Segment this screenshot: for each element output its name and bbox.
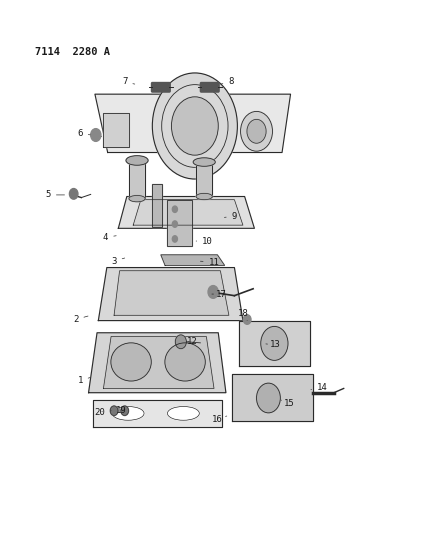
Text: 6: 6 — [77, 130, 90, 139]
Circle shape — [208, 286, 218, 298]
FancyBboxPatch shape — [152, 83, 170, 92]
Text: 3: 3 — [111, 257, 125, 265]
Circle shape — [110, 406, 118, 416]
Ellipse shape — [193, 158, 215, 166]
Polygon shape — [161, 255, 225, 265]
Bar — [167, 200, 192, 246]
Polygon shape — [89, 333, 226, 393]
Text: 14: 14 — [311, 383, 328, 392]
Circle shape — [121, 406, 128, 416]
Polygon shape — [104, 336, 214, 389]
Text: 1: 1 — [77, 376, 90, 385]
Ellipse shape — [165, 343, 205, 381]
Circle shape — [69, 189, 78, 199]
Bar — [152, 184, 162, 227]
FancyBboxPatch shape — [200, 83, 219, 92]
Text: 17: 17 — [212, 289, 227, 298]
Text: 11: 11 — [200, 258, 220, 266]
Circle shape — [261, 326, 288, 360]
Circle shape — [256, 383, 280, 413]
Circle shape — [91, 128, 101, 141]
Ellipse shape — [196, 193, 212, 200]
Text: 15: 15 — [281, 399, 295, 408]
Polygon shape — [93, 400, 222, 426]
Circle shape — [172, 206, 178, 213]
Polygon shape — [98, 268, 243, 320]
Polygon shape — [114, 271, 229, 316]
Bar — [196, 162, 212, 197]
Polygon shape — [118, 197, 254, 228]
Circle shape — [244, 315, 251, 324]
Polygon shape — [133, 200, 243, 225]
Text: 2: 2 — [73, 315, 88, 324]
Text: 19: 19 — [116, 406, 127, 415]
Text: 12: 12 — [187, 337, 197, 346]
Ellipse shape — [129, 196, 145, 202]
Ellipse shape — [167, 407, 199, 420]
Bar — [152, 184, 162, 227]
Ellipse shape — [126, 156, 148, 165]
Ellipse shape — [111, 343, 151, 381]
Text: 7114  2280 A: 7114 2280 A — [36, 47, 110, 57]
Bar — [196, 162, 212, 197]
Text: 9: 9 — [224, 212, 237, 221]
Text: 7: 7 — [122, 77, 135, 86]
Text: 4: 4 — [103, 233, 116, 242]
Polygon shape — [239, 320, 310, 366]
Text: 20: 20 — [95, 408, 111, 417]
Text: 13: 13 — [266, 341, 281, 350]
Bar — [167, 200, 192, 246]
Polygon shape — [95, 94, 291, 152]
Ellipse shape — [247, 119, 266, 143]
Circle shape — [172, 221, 178, 227]
Circle shape — [175, 335, 186, 349]
Bar — [129, 160, 145, 199]
Ellipse shape — [241, 111, 273, 151]
Polygon shape — [104, 113, 129, 147]
Text: 8: 8 — [221, 77, 234, 86]
Text: 16: 16 — [212, 415, 227, 424]
Circle shape — [152, 73, 238, 179]
Text: 5: 5 — [45, 190, 65, 199]
Text: 10: 10 — [196, 237, 213, 246]
Circle shape — [172, 97, 218, 155]
Polygon shape — [232, 374, 312, 421]
Bar — [129, 160, 145, 199]
Ellipse shape — [112, 407, 144, 420]
Text: 18: 18 — [238, 309, 248, 320]
Circle shape — [172, 236, 178, 242]
